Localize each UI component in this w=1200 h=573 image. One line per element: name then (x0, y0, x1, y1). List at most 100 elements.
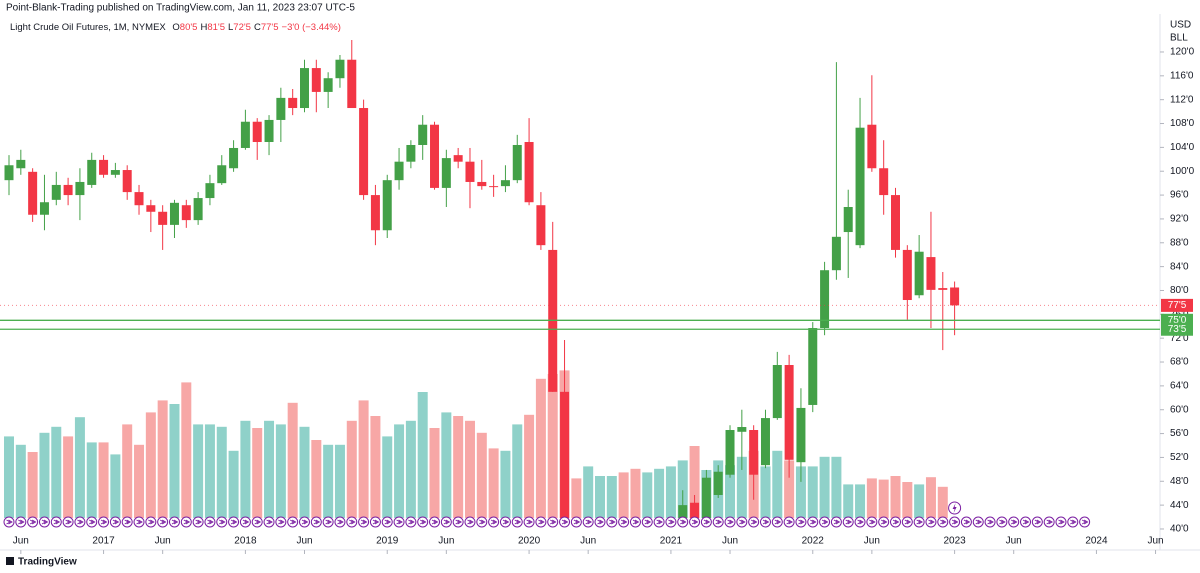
event-arrow (479, 519, 486, 525)
event-icon (86, 516, 98, 528)
candle-body (867, 124, 877, 169)
volume-bar (760, 466, 771, 518)
event-icon (121, 516, 133, 528)
candle-body (713, 471, 723, 495)
event-icon (3, 516, 15, 528)
ohlc-key: L (228, 22, 233, 33)
ohlc-value: 72'5 (233, 22, 251, 33)
x-tick-label: 2020 (518, 536, 541, 547)
event-icon (712, 516, 724, 528)
event-arrow (325, 519, 333, 525)
volume-bar (27, 452, 38, 518)
volume-bar (334, 444, 345, 518)
event-icon (700, 516, 712, 528)
event-icon (559, 516, 571, 528)
volume-bar (275, 424, 286, 518)
volume-bar (346, 420, 357, 518)
event-arrow (289, 519, 297, 525)
event-arrow (798, 519, 805, 525)
event-arrow (396, 519, 403, 525)
event-icon (287, 516, 299, 528)
volume-bar (323, 444, 334, 518)
candle-body (796, 407, 806, 463)
event-arrow (680, 519, 687, 525)
event-icon (1031, 516, 1043, 528)
price-label-bg (1161, 298, 1193, 312)
footer-brand: TradingView (18, 557, 77, 568)
event-arrow (597, 519, 604, 525)
candle-body (914, 251, 924, 296)
candle-body (524, 142, 534, 203)
event-icon (1020, 516, 1032, 528)
event-arrow (159, 519, 167, 525)
event-arrow (963, 519, 971, 525)
volume-bar (122, 424, 133, 518)
candle-body (122, 170, 132, 193)
event-icon (488, 516, 500, 528)
event-icon (594, 516, 606, 528)
event-arrow (739, 519, 746, 525)
event-icon (1067, 516, 1079, 528)
event-icon (842, 516, 854, 528)
candle-body (926, 257, 936, 290)
volume-bar (299, 426, 310, 518)
event-icon (429, 516, 441, 528)
event-arrow (833, 519, 841, 525)
event-arrow (278, 519, 285, 525)
volume-bar (488, 448, 499, 518)
event-icon (618, 516, 630, 528)
event-arrow (301, 519, 309, 525)
volume-bar (228, 450, 239, 518)
event-icon (358, 516, 370, 528)
volume-bar (831, 456, 842, 518)
event-arrow (313, 519, 321, 525)
volume-bar (15, 444, 26, 518)
event-arrow (171, 519, 179, 525)
event-icon (901, 516, 913, 528)
event-arrow (656, 519, 664, 525)
volume-bar (500, 450, 511, 518)
event-icon (417, 516, 429, 528)
candle-body (891, 195, 900, 250)
event-arrow (644, 519, 652, 525)
event-icon (98, 516, 110, 528)
event-arrow (821, 519, 829, 525)
volume-bar (535, 378, 546, 518)
event-arrow (148, 519, 155, 525)
volume-bar (618, 472, 629, 518)
volume-bar (606, 476, 617, 518)
y-tick-label: 80'0 (1170, 285, 1189, 296)
event-icon (180, 516, 192, 528)
event-arrow (916, 519, 924, 525)
candle-body (950, 287, 960, 306)
candle-body (146, 205, 156, 212)
event-arrow (774, 519, 782, 525)
y-tick-label: 116'0 (1170, 70, 1194, 81)
volume-bar (264, 420, 275, 518)
event-icon (145, 516, 157, 528)
event-arrow (65, 519, 73, 525)
volume-bar (524, 414, 535, 518)
event-arrow (869, 519, 876, 525)
unit: BLL (1170, 33, 1188, 44)
event-icon (228, 516, 240, 528)
event-icon (168, 516, 180, 528)
candle-body (430, 124, 440, 188)
publisher-header: Point-Blank-Trading published on Trading… (6, 3, 355, 14)
volume-bar (819, 456, 830, 518)
y-tick-label: 52'0 (1170, 452, 1189, 463)
price-label: 75'0 (1168, 315, 1187, 326)
candle-body (63, 184, 73, 196)
event-arrow (573, 519, 581, 525)
event-icon (795, 516, 807, 528)
y-tick-label: 60'0 (1170, 404, 1189, 415)
candle-body (28, 171, 38, 215)
candle-body (335, 59, 345, 79)
event-icon (653, 516, 665, 528)
currency: USD (1170, 20, 1191, 31)
x-tick-label: Jun (13, 536, 29, 547)
y-tick-label: 84'0 (1170, 261, 1189, 272)
event-icon (499, 516, 511, 528)
